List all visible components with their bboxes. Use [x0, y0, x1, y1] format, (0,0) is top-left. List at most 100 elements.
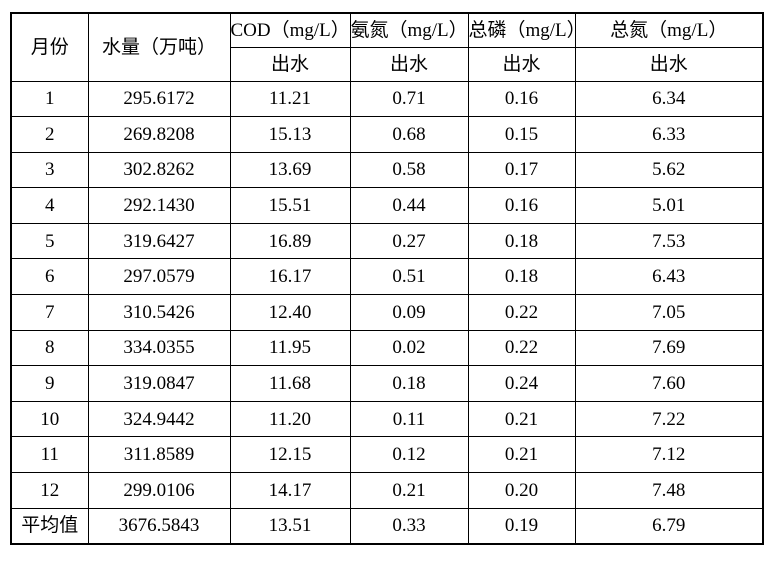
cell-total-nitrogen: 6.43 — [574, 258, 764, 296]
cell-month: 9 — [10, 365, 89, 402]
table-row: 2 269.8208 15.13 0.68 0.15 6.33 — [10, 116, 764, 153]
cell-water-volume: 3676.5843 — [87, 507, 231, 545]
cell-water-volume: 319.0847 — [87, 365, 231, 402]
cell-cod: 16.17 — [229, 258, 351, 296]
cell-water-volume: 302.8262 — [87, 151, 231, 189]
table-row: 3 302.8262 13.69 0.58 0.17 5.62 — [10, 151, 764, 189]
cell-total-nitrogen: 6.34 — [574, 80, 764, 118]
header-ammonia-nitrogen: 氨氮（mg/L） — [349, 12, 469, 48]
subheader-effluent-total-nitrogen: 出水 — [574, 46, 764, 82]
cell-total-nitrogen: 6.79 — [574, 507, 764, 545]
cell-cod: 11.21 — [229, 80, 351, 118]
cell-total-phosphorus: 0.22 — [467, 294, 576, 331]
cell-month: 2 — [10, 116, 89, 153]
cell-total-phosphorus: 0.19 — [467, 507, 576, 545]
cell-ammonia-nitrogen: 0.11 — [349, 400, 469, 438]
cell-total-phosphorus: 0.21 — [467, 400, 576, 438]
cell-cod: 13.69 — [229, 151, 351, 189]
header-row-sub: 出水 出水 出水 出水 — [11, 46, 764, 82]
cell-water-volume: 292.1430 — [87, 187, 231, 224]
header-cod: COD（mg/L） — [229, 12, 351, 48]
cell-month: 4 — [10, 187, 89, 224]
cell-ammonia-nitrogen: 0.21 — [349, 472, 469, 509]
cell-ammonia-nitrogen: 0.27 — [349, 222, 469, 260]
cell-total-phosphorus: 0.18 — [467, 258, 576, 296]
cell-total-nitrogen: 5.62 — [574, 151, 764, 189]
cell-total-nitrogen: 6.33 — [574, 116, 764, 153]
cell-total-phosphorus: 0.16 — [467, 80, 576, 118]
table-row: 1 295.6172 11.21 0.71 0.16 6.34 — [10, 80, 764, 118]
cell-water-volume: 310.5426 — [87, 294, 231, 331]
cell-cod: 14.17 — [229, 472, 351, 509]
header-row-main: 月份 水量（万吨） COD（mg/L） 氨氮（mg/L） 总磷（mg/L） 总氮… — [10, 12, 764, 82]
table-row: 12 299.0106 14.17 0.21 0.20 7.48 — [10, 472, 764, 509]
cell-total-nitrogen: 7.22 — [574, 400, 764, 438]
cell-total-phosphorus: 0.22 — [467, 329, 576, 367]
cell-ammonia-nitrogen: 0.44 — [349, 187, 469, 224]
cell-month: 平均值 — [10, 507, 89, 545]
table-row-average: 平均值 3676.5843 13.51 0.33 0.19 6.79 — [10, 507, 764, 545]
cell-cod: 15.13 — [229, 116, 351, 153]
cell-cod: 11.68 — [229, 365, 351, 402]
cell-water-volume: 334.0355 — [87, 329, 231, 367]
cell-ammonia-nitrogen: 0.71 — [349, 80, 469, 118]
header-total-nitrogen: 总氮（mg/L） — [574, 12, 764, 48]
cell-month: 3 — [10, 151, 89, 189]
cell-total-phosphorus: 0.18 — [467, 222, 576, 260]
table-body: 1 295.6172 11.21 0.71 0.16 6.34 2 269.8208 15.13… — [10, 80, 764, 545]
cell-cod: 12.40 — [229, 294, 351, 331]
header-month: 月份 — [10, 12, 89, 82]
cell-ammonia-nitrogen: 0.58 — [349, 151, 469, 189]
cell-water-volume: 299.0106 — [87, 472, 231, 509]
cell-water-volume: 311.8589 — [87, 436, 231, 474]
cell-ammonia-nitrogen: 0.51 — [349, 258, 469, 296]
cell-total-nitrogen: 5.01 — [574, 187, 764, 224]
cell-ammonia-nitrogen: 0.68 — [349, 116, 469, 153]
cell-ammonia-nitrogen: 0.33 — [349, 507, 469, 545]
table-row: 8 334.0355 11.95 0.02 0.22 7.69 — [10, 329, 764, 367]
cell-water-volume: 319.6427 — [87, 222, 231, 260]
cell-ammonia-nitrogen: 0.02 — [349, 329, 469, 367]
cell-total-phosphorus: 0.16 — [467, 187, 576, 224]
cell-cod: 11.95 — [229, 329, 351, 367]
cell-water-volume: 269.8208 — [87, 116, 231, 153]
subheader-effluent-total-phosphorus: 出水 — [467, 46, 576, 82]
cell-ammonia-nitrogen: 0.09 — [349, 294, 469, 331]
table-row: 11 311.8589 12.15 0.12 0.21 7.12 — [10, 436, 764, 474]
cell-water-volume: 295.6172 — [87, 80, 231, 118]
cell-total-phosphorus: 0.21 — [467, 436, 576, 474]
cell-total-nitrogen: 7.69 — [574, 329, 764, 367]
cell-cod: 16.89 — [229, 222, 351, 260]
water-quality-table: 月份 水量（万吨） COD（mg/L） 氨氮（mg/L） 总磷（mg/L） 总氮… — [10, 12, 764, 545]
table-row: 4 292.1430 15.51 0.44 0.16 5.01 — [10, 187, 764, 224]
table-row: 6 297.0579 16.17 0.51 0.18 6.43 — [10, 258, 764, 296]
table-row: 9 319.0847 11.68 0.18 0.24 7.60 — [10, 365, 764, 402]
cell-total-nitrogen: 7.05 — [574, 294, 764, 331]
cell-ammonia-nitrogen: 0.12 — [349, 436, 469, 474]
table-row: 7 310.5426 12.40 0.09 0.22 7.05 — [10, 294, 764, 331]
subheader-effluent-cod: 出水 — [229, 46, 351, 82]
cell-total-nitrogen: 7.48 — [574, 472, 764, 509]
cell-total-nitrogen: 7.60 — [574, 365, 764, 402]
subheader-effluent-ammonia-nitrogen: 出水 — [349, 46, 469, 82]
header-total-phosphorus: 总磷（mg/L） — [467, 12, 576, 48]
cell-total-phosphorus: 0.17 — [467, 151, 576, 189]
cell-cod: 12.15 — [229, 436, 351, 474]
cell-month: 11 — [10, 436, 89, 474]
cell-month: 1 — [10, 80, 89, 118]
cell-month: 6 — [10, 258, 89, 296]
cell-cod: 13.51 — [229, 507, 351, 545]
cell-total-phosphorus: 0.24 — [467, 365, 576, 402]
header-water-volume: 水量（万吨） — [87, 12, 231, 82]
cell-month: 7 — [10, 294, 89, 331]
cell-cod: 15.51 — [229, 187, 351, 224]
cell-month: 12 — [10, 472, 89, 509]
cell-total-phosphorus: 0.20 — [467, 472, 576, 509]
cell-month: 5 — [10, 222, 89, 260]
cell-ammonia-nitrogen: 0.18 — [349, 365, 469, 402]
cell-month: 10 — [10, 400, 89, 438]
cell-water-volume: 297.0579 — [87, 258, 231, 296]
cell-total-phosphorus: 0.15 — [467, 116, 576, 153]
table-row: 5 319.6427 16.89 0.27 0.18 7.53 — [10, 222, 764, 260]
